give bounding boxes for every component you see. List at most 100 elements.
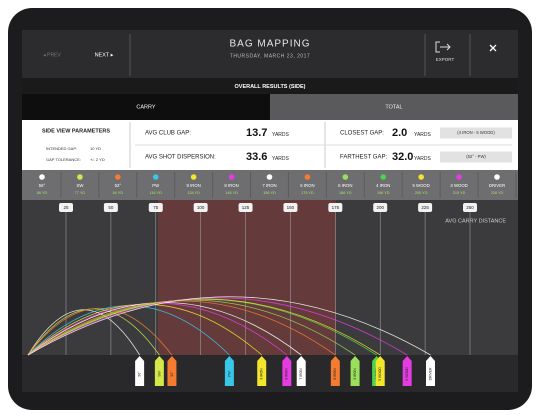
club-name: 4 IRON	[376, 183, 390, 188]
distance-label: 200	[376, 205, 384, 210]
club-name: 8 IRON	[224, 183, 238, 188]
next-button[interactable]: NEXT ▸	[95, 52, 114, 58]
tag-label: 6 IRON	[333, 368, 337, 380]
parameter-label: GAP TOLERANCE:	[46, 157, 81, 162]
distance-marker	[373, 203, 388, 212]
club-tag	[257, 356, 267, 386]
club-dot	[304, 174, 311, 180]
club-carry: 66 YD	[37, 191, 48, 195]
distance-marker	[193, 203, 208, 212]
shot-arc	[27, 296, 431, 356]
club-name: 5 IRON	[338, 183, 352, 188]
club-carry: 148 YD	[225, 191, 238, 195]
club-dot	[228, 174, 235, 180]
shot-arc	[27, 300, 336, 356]
distance-marker	[418, 203, 433, 212]
page-title: BAG MAPPING	[229, 39, 310, 50]
club-dot	[418, 174, 424, 180]
chart-area	[22, 200, 518, 355]
prev-button[interactable]: ◂ PREV	[43, 52, 61, 58]
distance-label: 100	[197, 205, 205, 210]
club-carry: 175 YD	[301, 191, 314, 195]
distance-marker	[238, 203, 253, 212]
export-button[interactable]: EXPORT	[435, 41, 455, 62]
club-carry: 215 YD	[453, 191, 466, 195]
tag-label: DRIVER	[428, 367, 432, 380]
scale-title: AVG CARRY DISTANCE	[445, 218, 506, 224]
club-dot	[77, 174, 83, 180]
club-name: PW	[152, 183, 160, 188]
tag-label: SW	[157, 370, 161, 376]
distance-marker	[148, 203, 163, 212]
distance-marker	[283, 203, 298, 212]
club-dot	[115, 174, 121, 180]
stat-unit: YARDS	[272, 156, 290, 162]
club-tag	[402, 356, 412, 386]
detail-box	[440, 127, 512, 139]
club-tag	[154, 356, 164, 386]
stat-value: 33.6	[246, 151, 267, 163]
export-label: EXPORT	[436, 57, 455, 62]
tag-label: PW	[227, 370, 231, 376]
tag-label: 52°	[170, 371, 174, 377]
results-bar	[22, 78, 518, 94]
club-dot	[456, 174, 462, 180]
club-name: DRIVER	[489, 183, 505, 188]
close-button[interactable]	[489, 44, 497, 52]
header-bar	[22, 30, 518, 78]
distance-label: 175	[332, 205, 340, 210]
club-dot	[380, 174, 387, 180]
club-carry: 134 YD	[187, 191, 200, 195]
club-carry: 228 YD	[491, 191, 504, 195]
club-tag	[330, 356, 340, 386]
stat-detail: (52° - PW)	[466, 154, 486, 159]
distance-label: 75	[153, 205, 159, 210]
distance-marker	[328, 203, 343, 212]
distance-label: 50	[108, 205, 114, 210]
club-name: 52°	[115, 183, 122, 188]
club-dot	[190, 174, 197, 180]
club-carry: 84 YD	[113, 191, 124, 195]
distance-marker	[463, 203, 477, 212]
page-date: THURSDAY, MARCH 23, 2017	[230, 53, 310, 59]
parameter-value: 10 YD	[90, 146, 101, 151]
tag-label: 5 IRON	[353, 368, 357, 380]
club-tag	[167, 356, 177, 386]
stat-value: 13.7	[246, 127, 267, 139]
tag-label: 3 WOOD	[405, 367, 409, 381]
club-tag	[375, 356, 385, 386]
tab-total[interactable]	[270, 94, 518, 120]
shot-arc	[27, 297, 408, 356]
stat-label: CLOSEST GAP:	[340, 131, 384, 137]
tag-label: 8 IRON	[285, 368, 289, 380]
distance-label: 125	[242, 205, 250, 210]
distance-marker	[59, 203, 73, 212]
club-dot	[152, 174, 159, 180]
distance-label: 25	[63, 205, 69, 210]
club-name: 3 WOOD	[450, 183, 467, 188]
shot-arc	[27, 298, 381, 356]
parameters-title: SIDE VIEW PARAMETERS	[42, 128, 110, 134]
club-dot	[494, 174, 500, 180]
detail-box	[440, 151, 512, 163]
stat-unit: YARDS	[414, 132, 432, 138]
bag-map: 25 50 75 100 125 150 175 200 225 250 56° 66 YD 56° SW…	[27, 172, 517, 386]
club-name: 7 IRON	[262, 183, 276, 188]
tag-label: 9 IRON	[260, 368, 264, 380]
club-name: 5 WOOD	[412, 183, 429, 188]
club-name: 9 IRON	[187, 183, 201, 188]
tag-strip	[22, 355, 518, 392]
club-name: 6 IRON	[300, 183, 314, 188]
stat-detail: (4 IRON - 5 WOOD)	[457, 130, 495, 135]
stat-label: FARTHEST GAP:	[340, 155, 387, 161]
tab-carry[interactable]	[22, 94, 270, 120]
tag-label: 7 IRON	[299, 368, 303, 380]
club-carry: 186 YD	[339, 191, 352, 195]
results-title: OVERALL RESULTS (SIDE)	[235, 84, 306, 90]
club-dot	[39, 174, 45, 180]
club-tag	[224, 356, 234, 386]
tag-label: 5 WOOD	[378, 367, 382, 381]
club-carry: 77 YD	[75, 191, 86, 195]
